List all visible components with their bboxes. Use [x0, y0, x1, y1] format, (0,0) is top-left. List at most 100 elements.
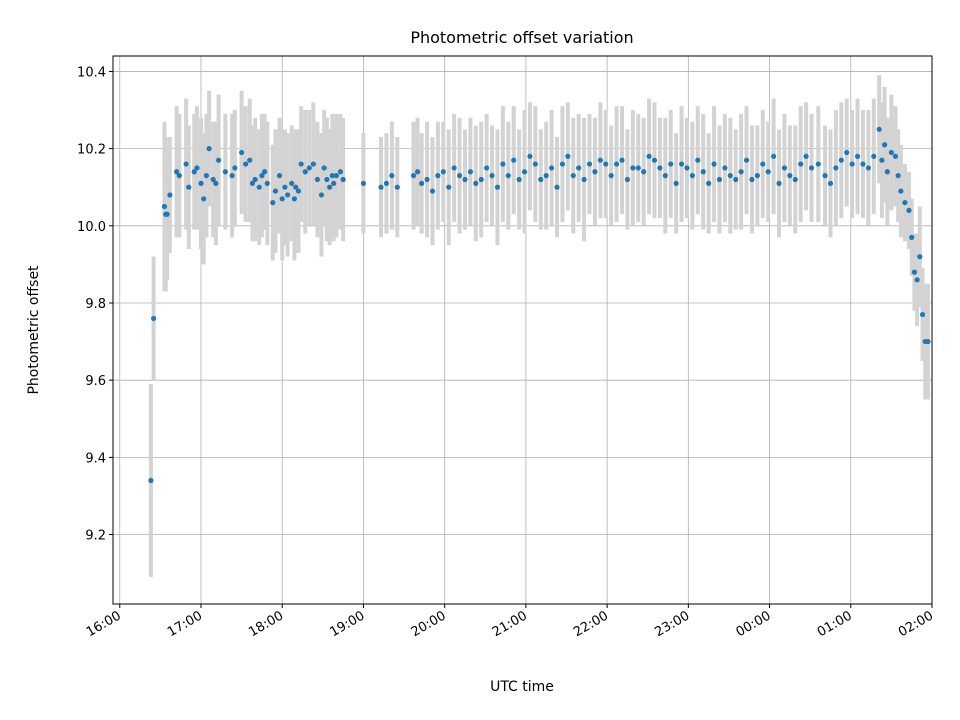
- y-tick-label: 10.4: [77, 65, 106, 80]
- data-point: [532, 161, 538, 167]
- y-tick-label: 10.2: [77, 143, 106, 158]
- data-point: [500, 161, 506, 167]
- data-point: [641, 169, 647, 175]
- data-point: [249, 180, 256, 186]
- y-tick-label: 9.8: [85, 297, 106, 312]
- data-point: [340, 176, 346, 183]
- data-point: [635, 165, 641, 171]
- data-point: [302, 169, 308, 175]
- y-tick-label: 9.2: [85, 529, 106, 544]
- data-point: [895, 173, 901, 179]
- data-point: [706, 180, 712, 186]
- data-point: [521, 169, 528, 175]
- y-tick-label: 9.4: [85, 451, 106, 466]
- data-point: [876, 126, 882, 132]
- data-point: [684, 165, 690, 171]
- data-point: [592, 169, 598, 175]
- data-point: [462, 176, 468, 183]
- data-point: [849, 161, 855, 167]
- data-point: [738, 169, 744, 175]
- x-axis-label: UTC time: [490, 679, 554, 695]
- data-point: [733, 176, 739, 183]
- data-point: [630, 165, 636, 171]
- data-point: [456, 173, 463, 179]
- data-point: [414, 169, 421, 175]
- data-point: [243, 161, 249, 167]
- data-point: [484, 165, 490, 171]
- data-point: [771, 153, 777, 159]
- data-point: [210, 176, 216, 183]
- data-point: [272, 188, 279, 194]
- data-point: [489, 173, 495, 179]
- data-point: [451, 165, 457, 171]
- data-point: [270, 200, 276, 206]
- data-point: [337, 169, 344, 175]
- data-point: [215, 157, 222, 163]
- data-point: [473, 180, 479, 186]
- data-point: [494, 184, 501, 190]
- data-point: [559, 161, 566, 167]
- data-point: [360, 180, 367, 186]
- data-point: [668, 161, 674, 167]
- data-point: [678, 161, 685, 167]
- data-point: [792, 176, 798, 183]
- data-point: [871, 153, 877, 159]
- data-point: [576, 165, 582, 171]
- data-point: [247, 157, 253, 163]
- data-point: [213, 180, 219, 186]
- data-point: [293, 184, 299, 190]
- data-point: [505, 173, 511, 179]
- data-point: [201, 196, 207, 202]
- data-point: [700, 169, 706, 175]
- data-point: [711, 161, 717, 167]
- data-point: [902, 200, 908, 206]
- data-point: [291, 196, 297, 202]
- data-point: [565, 153, 571, 159]
- data-point: [554, 184, 560, 190]
- data-point: [909, 234, 915, 240]
- data-point: [314, 176, 321, 183]
- data-point: [833, 165, 839, 171]
- data-point: [329, 173, 335, 179]
- plot-frame: [112, 55, 933, 605]
- data-point: [276, 173, 283, 179]
- data-point: [613, 161, 620, 167]
- data-point: [511, 157, 517, 163]
- data-point: [324, 176, 330, 183]
- data-point: [657, 165, 663, 171]
- data-point: [727, 173, 733, 179]
- data-point: [898, 188, 904, 194]
- y-axis: 9.2 9.4 9.6 9.8 10.0 10.2 10.4: [77, 65, 113, 544]
- data-point: [167, 192, 173, 198]
- data-point: [662, 173, 668, 179]
- data-point: [252, 176, 258, 183]
- data-point: [603, 161, 609, 167]
- data-point: [651, 157, 658, 163]
- data-point: [424, 176, 430, 183]
- data-point: [781, 165, 788, 171]
- data-point: [776, 180, 782, 186]
- data-point: [394, 184, 400, 190]
- data-point: [549, 165, 555, 171]
- data-point: [516, 176, 522, 183]
- data-point: [203, 173, 210, 179]
- data-point: [722, 165, 728, 171]
- data-point: [808, 165, 815, 171]
- data-point: [264, 180, 270, 186]
- data-point: [321, 165, 327, 171]
- data-point: [892, 153, 899, 159]
- data-point: [749, 176, 755, 183]
- data-point: [673, 180, 679, 186]
- data-point: [581, 176, 587, 183]
- data-point: [333, 173, 339, 179]
- data-point: [389, 173, 395, 179]
- data-point: [854, 153, 861, 159]
- data-point: [586, 161, 593, 167]
- data-point: [608, 173, 614, 179]
- data-point: [765, 169, 771, 175]
- data-point: [743, 157, 750, 163]
- data-point: [844, 149, 850, 156]
- data-point: [383, 180, 390, 186]
- data-point: [906, 207, 912, 213]
